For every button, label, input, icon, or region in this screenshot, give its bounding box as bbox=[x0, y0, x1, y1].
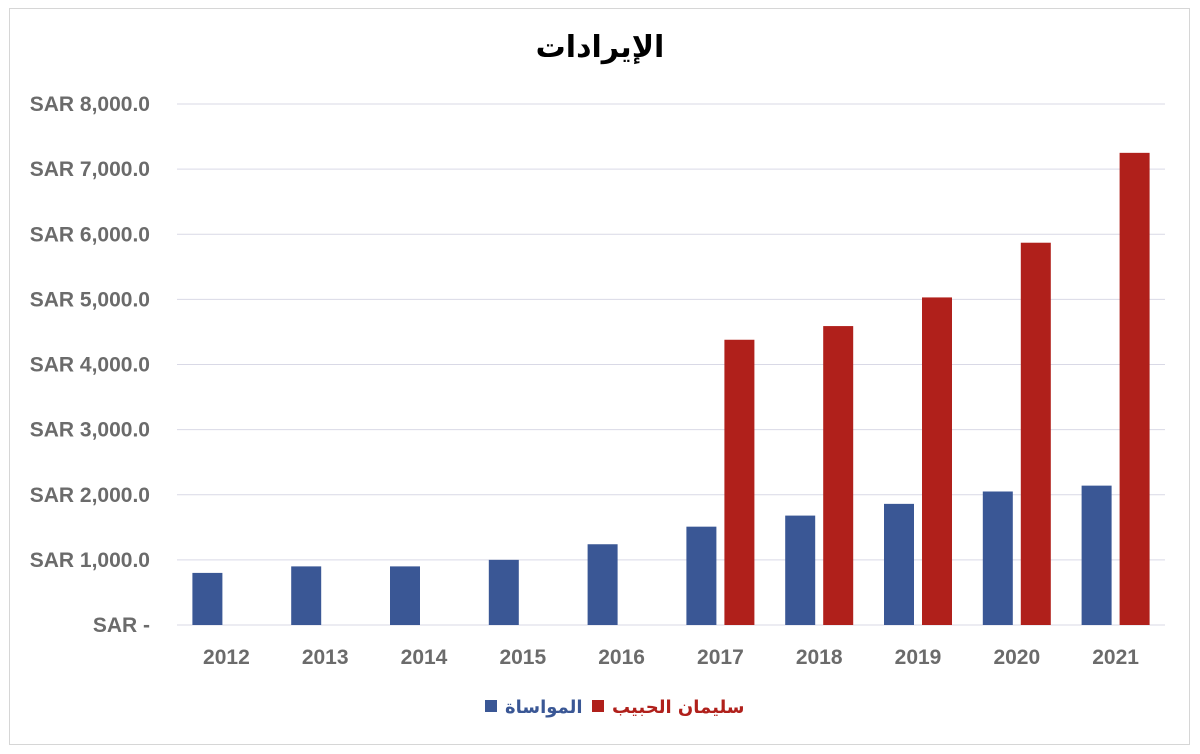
bar bbox=[686, 526, 717, 625]
bar bbox=[884, 503, 914, 625]
x-tick-label: 2018 bbox=[796, 646, 843, 669]
bar bbox=[488, 559, 519, 625]
bar bbox=[291, 566, 322, 625]
y-tick-label: SAR 3,000.0 bbox=[30, 419, 150, 442]
y-tick-label: SAR 7,000.0 bbox=[30, 158, 150, 181]
x-tick-label: 2021 bbox=[1092, 646, 1139, 669]
bar bbox=[823, 326, 854, 625]
bar bbox=[1119, 152, 1150, 625]
x-tick-label: 2013 bbox=[302, 646, 349, 669]
bar bbox=[390, 566, 420, 625]
y-tick-label: SAR 5,000.0 bbox=[30, 288, 150, 311]
x-tick-label: 2016 bbox=[598, 646, 645, 669]
y-tick-label: SAR 1,000.0 bbox=[30, 549, 150, 572]
bar bbox=[1020, 242, 1051, 625]
y-tick-label: SAR 6,000.0 bbox=[30, 223, 150, 246]
x-tick-label: 2012 bbox=[203, 646, 250, 669]
bar bbox=[724, 339, 755, 625]
x-tick-label: 2017 bbox=[697, 646, 744, 669]
bar bbox=[922, 297, 952, 625]
y-tick-label: SAR 2,000.0 bbox=[30, 484, 150, 507]
bar bbox=[1081, 485, 1112, 625]
bar bbox=[785, 515, 816, 625]
legend-swatch bbox=[592, 700, 604, 712]
bar bbox=[587, 544, 618, 625]
bar bbox=[982, 491, 1013, 625]
y-tick-label: SAR 8,000.0 bbox=[30, 93, 150, 116]
legend-label: سليمان الحبيب bbox=[612, 697, 745, 718]
y-tick-label: SAR 4,000.0 bbox=[30, 354, 150, 377]
legend-label: المواساة bbox=[505, 697, 583, 718]
legend-swatch bbox=[485, 700, 497, 712]
x-tick-label: 2020 bbox=[993, 646, 1040, 669]
x-tick-label: 2014 bbox=[401, 646, 448, 669]
x-tick-label: 2015 bbox=[499, 646, 546, 669]
chart-title: الإيرادات bbox=[535, 30, 665, 65]
x-tick-label: 2019 bbox=[895, 646, 942, 669]
y-tick-label: SAR - bbox=[93, 614, 150, 637]
bar bbox=[192, 572, 223, 625]
